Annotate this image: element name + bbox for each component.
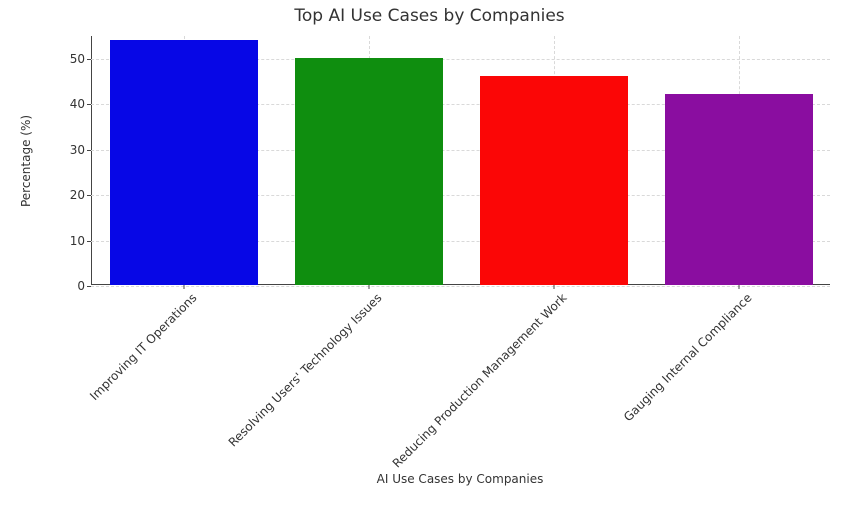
grid-line xyxy=(91,286,830,287)
y-axis-label: Percentage (%) xyxy=(19,115,33,207)
ytick-label: 10 xyxy=(70,234,91,248)
ytick-label: 40 xyxy=(70,97,91,111)
bar xyxy=(480,76,628,285)
ytick-label: 50 xyxy=(70,52,91,66)
plot-area: 01020304050Improving IT OperationsResolv… xyxy=(90,36,830,286)
xtick-label: Resolving Users' Technology Issues xyxy=(220,285,384,449)
x-axis-label: AI Use Cases by Companies xyxy=(90,472,830,486)
chart-title: Top AI Use Cases by Companies xyxy=(0,6,859,26)
ytick-label: 30 xyxy=(70,143,91,157)
xtick-label: Improving IT Operations xyxy=(81,285,199,403)
bar xyxy=(110,40,258,285)
ytick-label: 0 xyxy=(77,279,91,293)
chart-container: Top AI Use Cases by Companies 0102030405… xyxy=(0,0,859,512)
bar xyxy=(665,94,813,285)
ytick-label: 20 xyxy=(70,188,91,202)
xtick-label: Gauging Internal Compliance xyxy=(615,285,754,424)
y-axis-spine xyxy=(91,36,92,285)
bar xyxy=(295,58,443,285)
xtick-label: Reducing Production Management Work xyxy=(384,285,569,470)
